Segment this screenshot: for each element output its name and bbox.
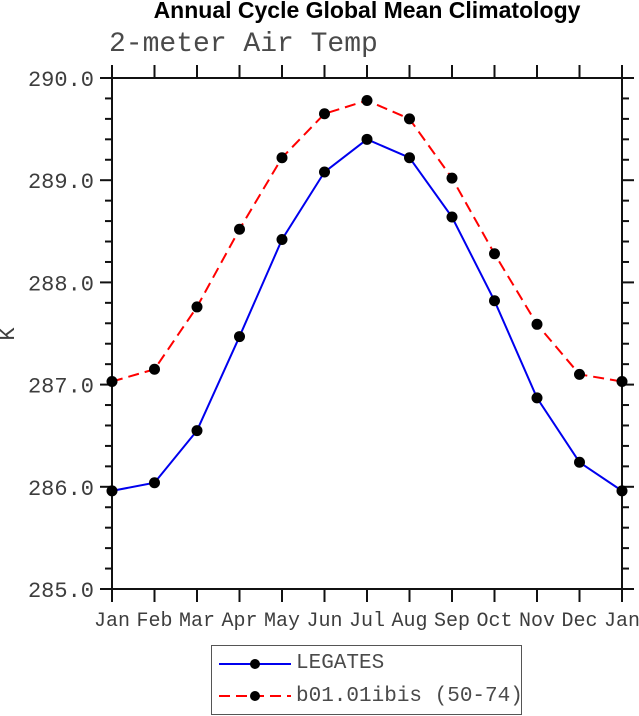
data-point-marker-0 bbox=[149, 477, 160, 489]
data-point-marker-1 bbox=[531, 318, 543, 330]
y-axis-tick-label: 286.0 bbox=[28, 477, 94, 502]
data-point-marker-1 bbox=[191, 301, 203, 313]
legend: LEGATES b01.01ibis (50-74) bbox=[211, 645, 523, 715]
data-point-marker-1 bbox=[574, 368, 585, 380]
x-axis-tick-label: Aug bbox=[391, 610, 427, 633]
data-point-marker-1 bbox=[319, 108, 330, 120]
legend-label-legates: LEGATES bbox=[296, 652, 385, 676]
legend-item-legates: LEGATES bbox=[216, 649, 521, 679]
x-axis-tick-label: Jan bbox=[604, 610, 639, 633]
data-point-marker-0 bbox=[446, 211, 458, 223]
legend-label-b01-01ibis: b01.01ibis (50-74) bbox=[296, 684, 523, 708]
plot-area: K 285.0 286.0 287.0 288.0 289.0 290.0 Jan Feb Ma… bbox=[0, 65, 639, 633]
data-point-marker-1 bbox=[234, 223, 245, 235]
x-axis-tick-label: Apr bbox=[221, 610, 257, 633]
data-point-marker-0 bbox=[276, 233, 288, 245]
data-point-marker-1 bbox=[616, 376, 628, 388]
y-axis-title: K bbox=[0, 327, 21, 341]
data-point-marker-1 bbox=[106, 376, 118, 388]
x-axis-tick-label: Jul bbox=[349, 610, 385, 633]
chart-subtitle: 2-meter Air Temp bbox=[109, 29, 378, 60]
x-axis-tick-label: Feb bbox=[136, 610, 172, 633]
data-point-marker-1 bbox=[446, 172, 458, 184]
x-axis-tick-label: Jun bbox=[306, 610, 342, 633]
legend-item-b01-01ibis: b01.01ibis (50-74) bbox=[216, 681, 523, 711]
y-axis-tick-label: 285.0 bbox=[28, 579, 94, 604]
data-point-marker-1 bbox=[276, 152, 288, 164]
data-point-marker-0 bbox=[404, 152, 415, 164]
data-point-marker-0 bbox=[106, 485, 118, 497]
data-point-marker-0 bbox=[191, 425, 203, 437]
data-point-marker-1 bbox=[489, 248, 500, 260]
y-axis-tick-label: 290.0 bbox=[28, 68, 94, 93]
data-point-marker-1 bbox=[361, 94, 373, 106]
data-point-marker-0 bbox=[489, 295, 500, 307]
x-axis-tick-label: Oct bbox=[476, 610, 512, 633]
data-point-marker-1 bbox=[404, 113, 415, 125]
legend-marker-dot bbox=[250, 658, 260, 669]
data-point-marker-0 bbox=[319, 166, 330, 178]
data-point-marker-0 bbox=[531, 392, 543, 404]
y-axis-tick-label: 289.0 bbox=[28, 170, 94, 195]
y-axis-tick-label: 287.0 bbox=[28, 375, 94, 400]
data-point-marker-0 bbox=[361, 133, 373, 145]
data-point-marker-0 bbox=[234, 331, 245, 343]
legend-line-sample-solid bbox=[219, 658, 291, 669]
data-point-marker-0 bbox=[574, 456, 585, 468]
x-axis-tick-label: Sep bbox=[434, 610, 470, 633]
x-axis-tick-label: Jan bbox=[94, 610, 130, 633]
data-point-marker-0 bbox=[616, 485, 628, 497]
data-point-marker-1 bbox=[149, 363, 160, 375]
y-axis-tick-label: 288.0 bbox=[28, 272, 94, 297]
page-title: Annual Cycle Global Mean Climatology bbox=[153, 0, 581, 23]
series-line-0 bbox=[111, 138, 623, 492]
legend-marker-dot bbox=[250, 691, 260, 702]
legend-line-sample-dashed bbox=[219, 691, 291, 702]
x-axis-tick-label: Dec bbox=[561, 610, 597, 633]
x-axis-tick-label: Nov bbox=[519, 610, 555, 633]
x-axis-tick-label: May bbox=[264, 610, 300, 633]
x-axis-tick-label: Mar bbox=[179, 610, 215, 633]
